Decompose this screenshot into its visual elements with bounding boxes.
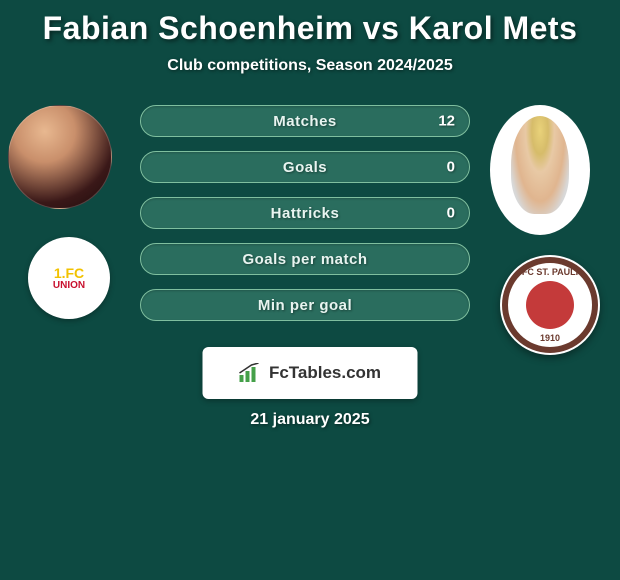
stat-value-right: 0 — [447, 205, 455, 222]
stat-value-right: 0 — [447, 159, 455, 176]
club-left-line1: 1.FC — [54, 265, 84, 281]
stat-label: Matches — [273, 113, 337, 130]
player-right-avatar — [490, 105, 590, 235]
player-right-club-badge: FC ST. PAULI 1910 — [500, 255, 600, 355]
club-right-top-text: FC ST. PAULI — [522, 267, 578, 277]
stat-label: Min per goal — [258, 297, 352, 314]
page-title: Fabian Schoenheim vs Karol Mets — [0, 0, 620, 47]
stat-bar: Hattricks 0 — [140, 197, 470, 229]
stat-bar: Matches 12 — [140, 105, 470, 137]
stat-bar: Min per goal — [140, 289, 470, 321]
player-left-avatar — [8, 105, 112, 209]
date-label: 21 january 2025 — [250, 411, 369, 429]
stat-label: Hattricks — [271, 205, 340, 222]
stat-label: Goals per match — [242, 251, 367, 268]
stat-value-right: 12 — [438, 113, 455, 130]
stats-list: Matches 12 Goals 0 Hattricks 0 Goals per match… — [140, 105, 470, 335]
subtitle: Club competitions, Season 2024/2025 — [0, 57, 620, 75]
site-logo-icon — [239, 363, 263, 383]
stat-label: Goals — [283, 159, 327, 176]
site-badge: FcTables.com — [203, 347, 418, 399]
club-left-line2: UNION — [53, 280, 85, 291]
stat-bar: Goals per match — [140, 243, 470, 275]
player-left-club-badge: 1.FC UNION — [28, 237, 110, 319]
club-right-bottom-text: 1910 — [540, 333, 560, 343]
comparison-panel: 1.FC UNION FC ST. PAULI 1910 Matches 12 Go… — [0, 105, 620, 445]
stat-bar: Goals 0 — [140, 151, 470, 183]
site-name: FcTables.com — [269, 363, 381, 383]
